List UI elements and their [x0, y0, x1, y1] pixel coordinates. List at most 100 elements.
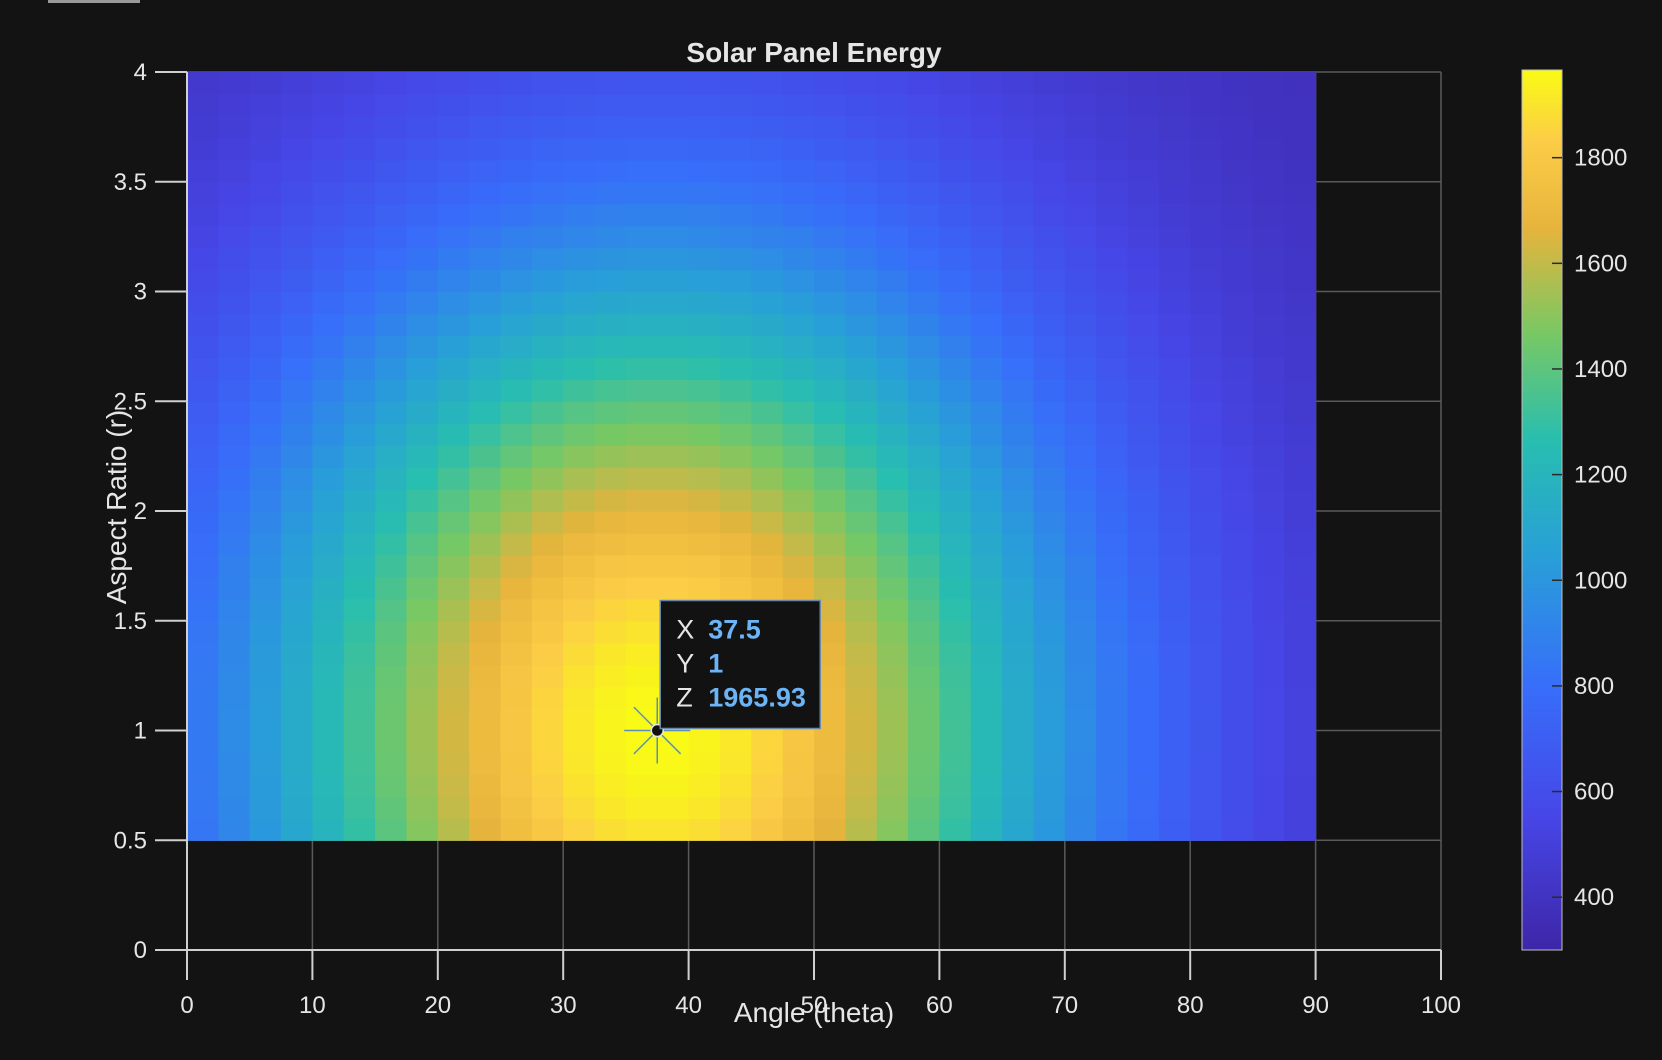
- heatmap-cell: [312, 115, 345, 139]
- heatmap-cell: [249, 313, 282, 336]
- heatmap-cell: [1002, 774, 1035, 797]
- heatmap-cell: [1284, 511, 1317, 534]
- heatmap-cell: [1190, 137, 1223, 161]
- heatmap-cell: [970, 752, 1003, 775]
- heatmap-cell: [469, 313, 502, 336]
- y-axis-label: Aspect Ratio (r): [101, 410, 132, 605]
- colorbar-tick-label: 400: [1574, 884, 1614, 911]
- heatmap-cell: [908, 93, 940, 117]
- heatmap-cell: [908, 423, 940, 446]
- heatmap-cell: [908, 357, 940, 380]
- heatmap-cell: [814, 159, 846, 183]
- heatmap-cell: [1284, 730, 1317, 754]
- heatmap-cell: [1096, 445, 1129, 468]
- heatmap-cell: [594, 664, 627, 688]
- heatmap-cell: [437, 445, 470, 468]
- heatmap-cell: [375, 576, 408, 600]
- heatmap-cell: [814, 796, 846, 819]
- heatmap-cell: [845, 225, 878, 249]
- heatmap-cell: [1284, 664, 1317, 688]
- heatmap-cell: [218, 401, 251, 424]
- heatmap-cell: [218, 379, 251, 402]
- heatmap-cell: [406, 225, 439, 249]
- heatmap-cell: [1002, 401, 1035, 424]
- heatmap-cell: [657, 379, 690, 402]
- heatmap-cell: [657, 291, 690, 315]
- heatmap-cell: [625, 532, 658, 556]
- heatmap-cell: [1096, 708, 1129, 732]
- heatmap-cell: [500, 774, 533, 797]
- heatmap-cell: [563, 423, 596, 446]
- heatmap-cell: [719, 730, 752, 754]
- heatmap-cell: [249, 730, 282, 754]
- heatmap-cell: [437, 752, 470, 775]
- heatmap-cell: [218, 818, 251, 841]
- heatmap-cell: [1127, 489, 1160, 512]
- heatmap-cell: [437, 225, 470, 249]
- x-tick-label: 40: [675, 992, 702, 1019]
- heatmap-cell: [814, 532, 846, 556]
- heatmap-cell: [375, 313, 408, 336]
- heatmap-cell: [312, 445, 345, 468]
- heatmap-cell: [1252, 247, 1285, 271]
- heatmap-cell: [688, 291, 721, 315]
- heatmap-cell: [531, 620, 564, 644]
- heatmap-cell: [939, 93, 972, 117]
- heatmap-cell: [688, 225, 721, 249]
- heatmap-cell: [1252, 489, 1285, 512]
- heatmap-cell: [719, 313, 752, 336]
- heatmap-cell: [469, 291, 502, 315]
- heatmap-cell: [625, 269, 658, 293]
- heatmap-cell: [1158, 796, 1191, 819]
- heatmap-cell: [970, 423, 1003, 446]
- heatmap-cell: [343, 379, 376, 402]
- x-tick-label: 10: [299, 992, 326, 1019]
- heatmap-cell: [594, 774, 627, 797]
- heatmap-cell: [625, 93, 658, 117]
- heatmap-cell: [1033, 137, 1066, 161]
- heatmap-cell: [1190, 467, 1223, 490]
- heatmap-cell: [343, 445, 376, 468]
- heatmap-cell: [469, 489, 502, 512]
- heatmap-cell: [249, 511, 282, 534]
- heatmap-cell: [1158, 598, 1191, 622]
- heatmap-cell: [908, 225, 940, 249]
- heatmap-cell: [406, 159, 439, 183]
- heatmap-cell: [1252, 532, 1285, 556]
- heatmap-cell: [375, 708, 408, 732]
- heatmap-cell: [939, 247, 972, 271]
- heatmap-cell: [1002, 598, 1035, 622]
- heatmap-cell: [218, 72, 251, 95]
- heatmap-cell: [939, 532, 972, 556]
- heatmap-cell: [688, 423, 721, 446]
- heatmap-cell: [406, 598, 439, 622]
- heatmap-cell: [876, 269, 909, 293]
- heatmap-cell: [876, 423, 909, 446]
- data-tip[interactable]: X 37.5 Y 1 Z 1965.93: [624, 599, 821, 764]
- heatmap-cell: [406, 313, 439, 336]
- heatmap-cell: [1221, 489, 1254, 512]
- heatmap-cell: [1064, 818, 1097, 841]
- heatmap-cell: [469, 620, 502, 644]
- heatmap-cell: [1221, 532, 1254, 556]
- heatmap-cell: [751, 181, 784, 205]
- heatmap-cell: [500, 620, 533, 644]
- heatmap-cell: [845, 730, 878, 754]
- heatmap-cell: [343, 554, 376, 578]
- heatmap-cell: [563, 752, 596, 775]
- heatmap-cell: [939, 357, 972, 380]
- heatmap-cell: [218, 511, 251, 534]
- heatmap-cell: [814, 72, 846, 95]
- heatmap-cell: [531, 489, 564, 512]
- x-tick-label: 60: [926, 992, 953, 1019]
- heatmap-cell: [908, 445, 940, 468]
- heatmap-cell: [751, 291, 784, 315]
- heatmap-cell: [312, 730, 345, 754]
- heatmap-cell: [1221, 467, 1254, 490]
- heatmap-cell: [1064, 115, 1097, 139]
- heatmap-cell: [1252, 511, 1285, 534]
- heatmap-cell: [1127, 72, 1160, 95]
- heatmap-cell: [782, 401, 815, 424]
- heatmap-cell: [312, 598, 345, 622]
- heatmap-cell: [970, 818, 1003, 841]
